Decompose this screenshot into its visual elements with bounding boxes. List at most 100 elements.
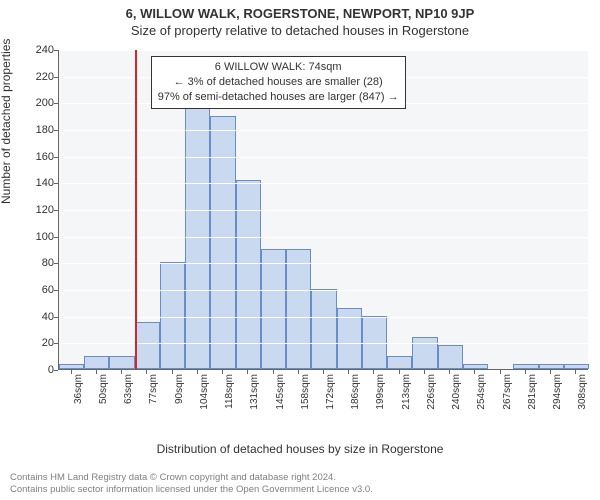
x-tick (525, 370, 526, 374)
annotation-line: 6 WILLOW WALK: 74sqm (158, 60, 399, 75)
annotation-line: ← 3% of detached houses are smaller (28) (158, 75, 399, 90)
y-tick (54, 370, 58, 371)
histogram-bar (109, 356, 134, 369)
x-tick (550, 370, 551, 374)
x-tick-label: 90sqm (174, 374, 185, 414)
x-tick-label: 104sqm (199, 374, 210, 414)
x-tick-label: 77sqm (148, 374, 159, 414)
x-tick-label: 254sqm (476, 374, 487, 414)
gridline (59, 237, 588, 238)
y-tick (54, 77, 58, 78)
gridline (59, 157, 588, 158)
x-tick (96, 370, 97, 374)
histogram-bar (59, 364, 84, 369)
footer-line-2: Contains public sector information licen… (10, 484, 373, 496)
x-tick (298, 370, 299, 374)
footer-line-1: Contains HM Land Registry data © Crown c… (10, 472, 373, 484)
histogram-bar (210, 116, 235, 369)
y-tick (54, 183, 58, 184)
x-tick-label: 131sqm (249, 374, 260, 414)
x-tick-label: 199sqm (375, 374, 386, 414)
y-tick-label: 60 (14, 284, 54, 296)
y-tick-label: 40 (14, 311, 54, 323)
x-axis-label: Distribution of detached houses by size … (0, 442, 600, 456)
gridline (59, 50, 588, 51)
y-tick-label: 200 (14, 97, 54, 109)
gridline (59, 317, 588, 318)
marker-line (135, 50, 137, 369)
x-tick-label: 36sqm (73, 374, 84, 414)
x-tick (399, 370, 400, 374)
y-tick (54, 157, 58, 158)
y-tick (54, 317, 58, 318)
x-tick (273, 370, 274, 374)
chart-container: Number of detached properties 6 WILLOW W… (0, 44, 600, 424)
x-tick (222, 370, 223, 374)
x-tick (121, 370, 122, 374)
x-tick-label: 172sqm (325, 374, 336, 414)
y-tick-label: 180 (14, 124, 54, 136)
x-tick-label: 281sqm (527, 374, 538, 414)
page-title: 6, WILLOW WALK, ROGERSTONE, NEWPORT, NP1… (0, 0, 600, 21)
x-tick-label: 267sqm (502, 374, 513, 414)
x-tick-label: 118sqm (224, 374, 235, 414)
x-tick-label: 226sqm (426, 374, 437, 414)
histogram-bar (286, 249, 311, 369)
x-tick (424, 370, 425, 374)
x-tick-label: 50sqm (98, 374, 109, 414)
histogram-bar (412, 337, 437, 369)
x-tick-label: 213sqm (401, 374, 412, 414)
x-tick (71, 370, 72, 374)
y-tick-label: 120 (14, 204, 54, 216)
y-tick (54, 263, 58, 264)
gridline (59, 263, 588, 264)
x-tick (172, 370, 173, 374)
y-tick (54, 130, 58, 131)
page-subtitle: Size of property relative to detached ho… (0, 21, 600, 42)
y-tick-label: 220 (14, 71, 54, 83)
x-tick-label: 63sqm (123, 374, 134, 414)
x-tick-label: 308sqm (577, 374, 588, 414)
histogram-bar (438, 345, 463, 369)
histogram-bar (362, 316, 387, 369)
gridline (59, 210, 588, 211)
y-tick-label: 140 (14, 177, 54, 189)
y-tick (54, 343, 58, 344)
y-tick-label: 0 (14, 364, 54, 376)
y-tick (54, 50, 58, 51)
histogram-bar (236, 180, 261, 369)
gridline (59, 290, 588, 291)
annotation-box: 6 WILLOW WALK: 74sqm← 3% of detached hou… (151, 56, 406, 109)
footer-attribution: Contains HM Land Registry data © Crown c… (10, 472, 373, 496)
plot-area: 6 WILLOW WALK: 74sqm← 3% of detached hou… (58, 50, 588, 370)
x-tick (197, 370, 198, 374)
y-tick-label: 20 (14, 337, 54, 349)
gridline (59, 343, 588, 344)
x-tick-label: 294sqm (552, 374, 563, 414)
x-tick (500, 370, 501, 374)
histogram-bar (463, 364, 488, 369)
histogram-bar (564, 364, 589, 369)
y-tick (54, 103, 58, 104)
x-tick (323, 370, 324, 374)
y-tick (54, 237, 58, 238)
x-tick-label: 145sqm (275, 374, 286, 414)
histogram-bar (539, 364, 564, 369)
histogram-bar (387, 356, 412, 369)
y-tick-label: 240 (14, 44, 54, 56)
gridline (59, 183, 588, 184)
x-tick-label: 158sqm (300, 374, 311, 414)
annotation-line: 97% of semi-detached houses are larger (… (158, 90, 399, 105)
histogram-bar (135, 322, 160, 369)
histogram-bar (311, 289, 336, 369)
y-axis-label: Number of detached properties (0, 39, 13, 204)
y-tick (54, 290, 58, 291)
gridline (59, 130, 588, 131)
histogram-bar (84, 356, 109, 369)
y-tick-label: 100 (14, 231, 54, 243)
x-tick-label: 186sqm (350, 374, 361, 414)
histogram-bar (261, 249, 286, 369)
y-tick-label: 160 (14, 151, 54, 163)
y-tick-label: 80 (14, 257, 54, 269)
histogram-bar (513, 364, 538, 369)
